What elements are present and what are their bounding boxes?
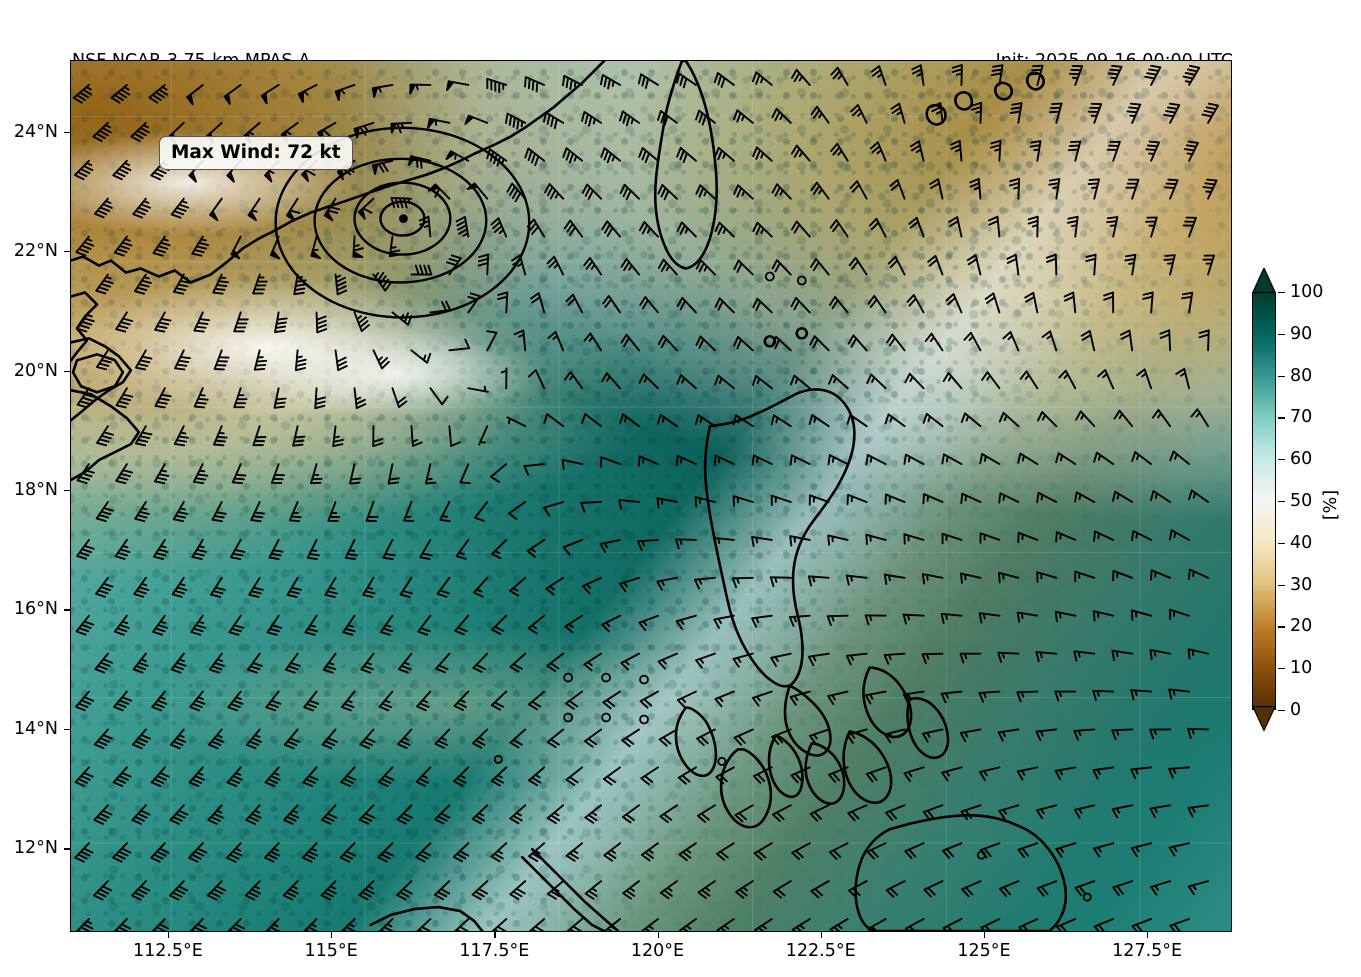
colorbar (1252, 268, 1276, 731)
colorbar-tick (1278, 668, 1285, 670)
colorbar-tick (1278, 375, 1285, 377)
colorbar-tick (1278, 584, 1285, 586)
x-tick (820, 932, 823, 938)
x-tick (494, 932, 496, 938)
y-tick (64, 728, 70, 731)
x-tick (983, 932, 986, 938)
colorbar-tick (1278, 626, 1285, 628)
map-plot-area: Max Wind: 72 kt (70, 60, 1232, 932)
colorbar-gradient-body (1252, 292, 1276, 710)
y-tick (64, 609, 70, 611)
colorbar-tick-label: 10 (1290, 658, 1313, 679)
colorbar-tick (1278, 710, 1285, 712)
x-tick-label: 122.5°E (785, 941, 856, 961)
max-wind-annotation: Max Wind: 72 kt (159, 136, 353, 170)
colorbar-gradient (1253, 293, 1275, 709)
y-tick-label: 20°N (13, 360, 58, 381)
colorbar-tick (1278, 542, 1285, 545)
x-tick-label: 112.5°E (132, 941, 203, 961)
coastlines (71, 61, 1068, 931)
map-vector-overlays (71, 61, 1219, 931)
y-tick (64, 131, 70, 133)
colorbar-tick (1278, 292, 1285, 294)
colorbar-tick-label: 90 (1290, 323, 1313, 344)
y-tick-label: 14°N (13, 718, 58, 739)
colorbar-tick (1278, 459, 1285, 461)
colorbar-tick-label: 30 (1290, 574, 1313, 595)
colorbar-tick-label: 100 (1290, 282, 1324, 302)
y-tick (64, 848, 70, 850)
x-tick (1147, 932, 1149, 938)
x-tick (331, 932, 333, 938)
x-tick (657, 932, 659, 938)
y-tick-label: 18°N (13, 480, 58, 501)
colorbar-tick-label: 60 (1290, 449, 1313, 470)
y-tick-label: 24°N (13, 121, 58, 142)
colorbar-tick-label: 80 (1290, 365, 1313, 386)
x-tick (167, 932, 170, 938)
colorbar-tick-label: 70 (1290, 407, 1313, 428)
calm-wind-circles (493, 271, 1092, 902)
wind-barbs (72, 64, 1219, 931)
y-tick (64, 490, 70, 492)
x-tick-label: 117.5°E (459, 941, 530, 961)
x-tick-label: 115°E (304, 941, 358, 961)
colorbar-extend-min-arrow (1252, 706, 1276, 731)
x-tick-label: 127.5°E (1112, 941, 1183, 961)
colorbar-tick (1278, 417, 1285, 419)
colorbar-extend-max-arrow (1252, 268, 1276, 293)
colorbar-unit-label: [%] (1321, 489, 1342, 521)
colorbar-tick (1278, 501, 1285, 503)
colorbar-tick-label: 50 (1290, 491, 1313, 511)
y-tick (64, 370, 70, 372)
colorbar-tick (1278, 333, 1285, 336)
colorbar-tick-label: 40 (1290, 532, 1313, 553)
colorbar-tick-label: 20 (1290, 616, 1313, 637)
y-tick-label: 12°N (13, 838, 58, 859)
x-tick-label: 125°E (957, 941, 1011, 961)
y-tick (64, 251, 70, 253)
y-tick-label: 16°N (13, 599, 58, 620)
y-tick-label: 22°N (13, 241, 58, 262)
colorbar-tick-label: 0 (1290, 700, 1302, 720)
x-tick-label: 120°E (630, 941, 685, 961)
